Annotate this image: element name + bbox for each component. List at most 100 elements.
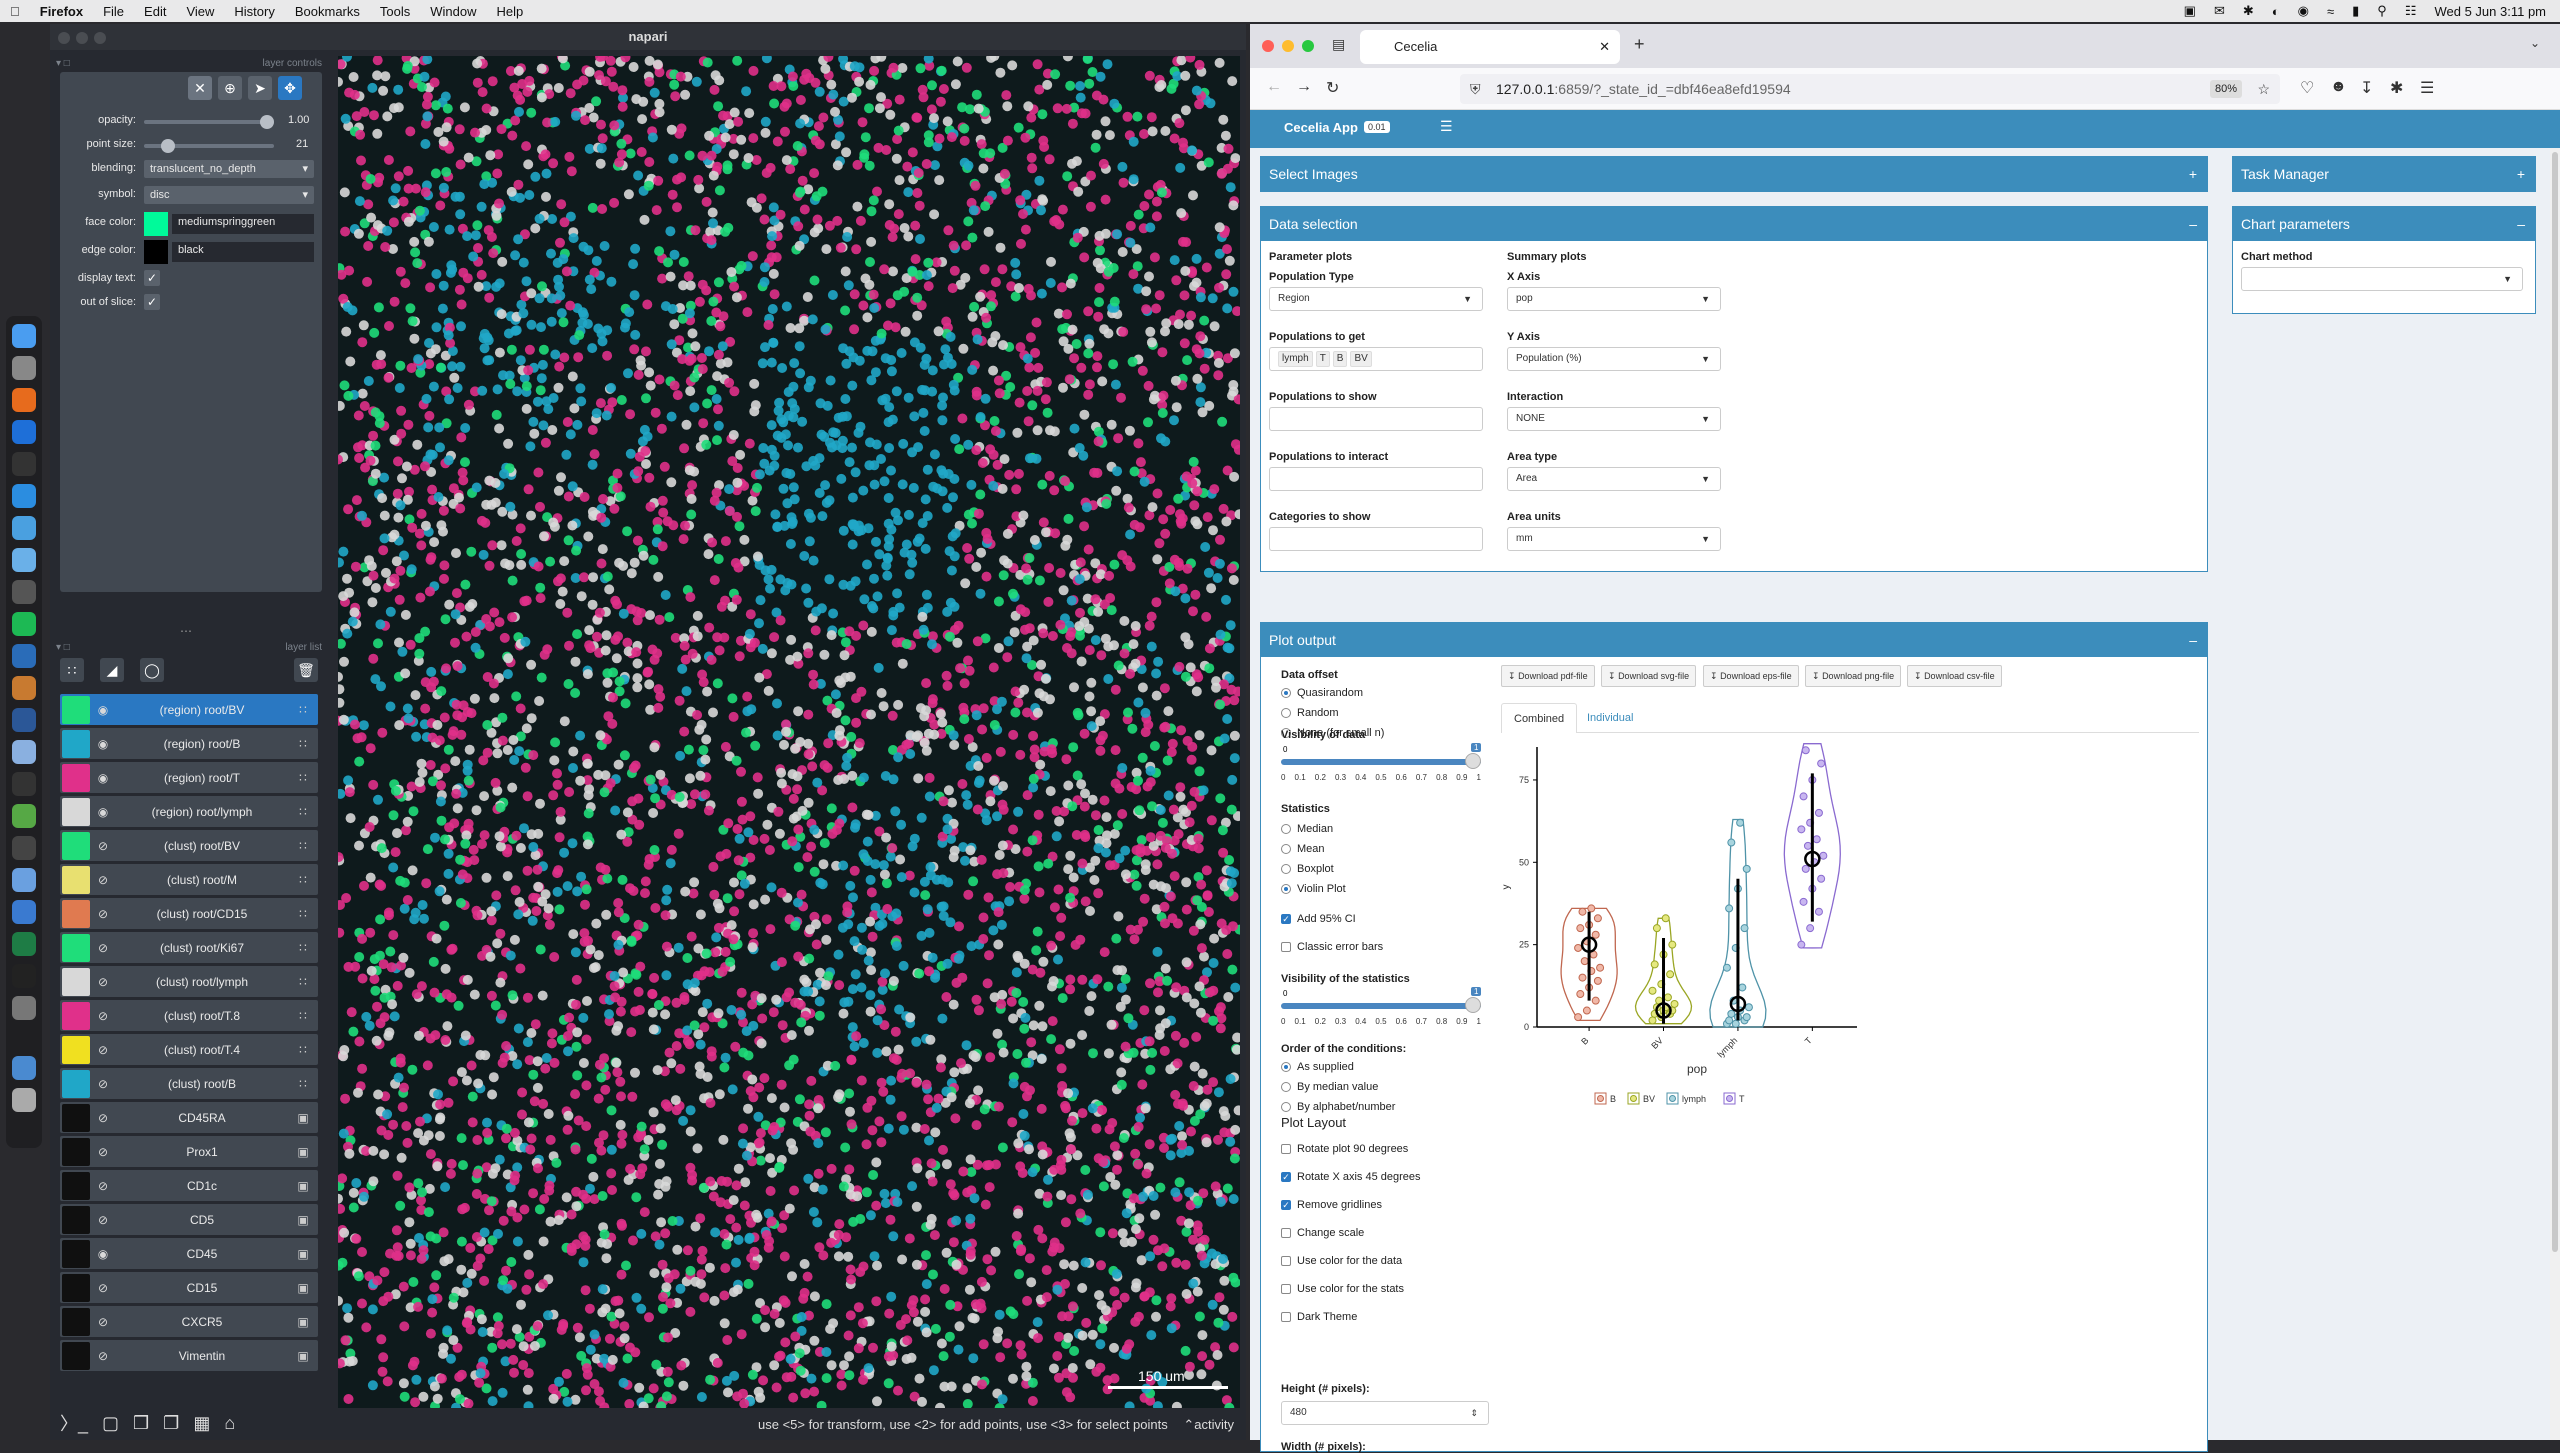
- new-tab-button[interactable]: +: [1634, 34, 1645, 55]
- download-button[interactable]: ↧ Download pdf-file: [1501, 665, 1595, 687]
- order-option[interactable]: As supplied: [1281, 1061, 1354, 1073]
- face-color-input[interactable]: mediumspringgreen: [172, 214, 314, 234]
- vpn-icon[interactable]: ◐: [2272, 4, 2280, 19]
- statistics-option[interactable]: Boxplot: [1281, 863, 1334, 875]
- edge-color-swatch[interactable]: [144, 240, 168, 264]
- opacity-slider-knob[interactable]: [260, 115, 274, 129]
- spotify-icon[interactable]: [12, 612, 36, 636]
- layout-checkbox[interactable]: Use color for the stats: [1281, 1283, 1404, 1295]
- statistics-option[interactable]: Violin Plot: [1281, 883, 1346, 895]
- apple-icon[interactable]: : [0, 4, 30, 19]
- roll-dims-icon[interactable]: ❒: [133, 1413, 149, 1434]
- eye-icon[interactable]: ◉: [90, 737, 116, 751]
- menu-bookmarks[interactable]: Bookmarks: [285, 4, 370, 19]
- point-size-slider[interactable]: [144, 144, 274, 148]
- download-button[interactable]: ↧ Download csv-file: [1907, 665, 2002, 687]
- populations-to-interact-input[interactable]: [1269, 467, 1483, 491]
- eye-off-icon[interactable]: ⊘: [90, 1145, 116, 1159]
- blender-icon[interactable]: [12, 676, 36, 700]
- bookmark-star-icon[interactable]: ☆: [2257, 74, 2270, 104]
- firefox-icon[interactable]: [12, 388, 36, 412]
- data-offset-option[interactable]: Random: [1281, 707, 1339, 719]
- finder-icon[interactable]: [12, 324, 36, 348]
- menubar-clock[interactable]: Wed 5 Jun 3:11 pm: [2434, 4, 2546, 19]
- visibility-stats-slider[interactable]: [1281, 1003, 1481, 1009]
- ndisplay-icon[interactable]: ▢: [102, 1413, 119, 1434]
- eye-off-icon[interactable]: ⊘: [90, 873, 116, 887]
- layout-checkbox[interactable]: Use color for the data: [1281, 1255, 1402, 1267]
- layer-row[interactable]: ⊘ Prox1 ▣: [60, 1136, 318, 1167]
- chart-parameters-header[interactable]: Chart parameters–: [2233, 207, 2535, 241]
- page-scrollbar[interactable]: [2550, 148, 2560, 1440]
- layout-checkbox[interactable]: ✓Remove gridlines: [1281, 1199, 1382, 1211]
- menu-tools[interactable]: Tools: [370, 4, 420, 19]
- ff-minimize-button[interactable]: [1282, 40, 1294, 52]
- eye-off-icon[interactable]: ⊘: [90, 1043, 116, 1057]
- categories-to-show-input[interactable]: [1269, 527, 1483, 551]
- visibility-data-knob[interactable]: [1465, 753, 1481, 769]
- layer-row[interactable]: ◉ (region) root/T ∷: [60, 762, 318, 793]
- sidebar-toggle-icon[interactable]: ☰: [1440, 118, 1453, 135]
- select-points-button[interactable]: ➤: [248, 76, 272, 100]
- docker-icon[interactable]: [12, 484, 36, 508]
- grid-icon[interactable]: ▦: [193, 1413, 210, 1434]
- classic-error-checkbox[interactable]: Classic error bars: [1281, 941, 1383, 953]
- layer-row[interactable]: ⊘ (clust) root/T.8 ∷: [60, 1000, 318, 1031]
- menu-history[interactable]: History: [224, 4, 284, 19]
- transpose-icon[interactable]: ❐: [163, 1413, 179, 1434]
- zoom-window-button[interactable]: [94, 32, 106, 44]
- add-ci-checkbox[interactable]: ✓Add 95% CI: [1281, 913, 1356, 925]
- layout-checkbox[interactable]: Dark Theme: [1281, 1311, 1357, 1323]
- tab-cecelia[interactable]: Cecelia ✕: [1360, 30, 1620, 64]
- blending-select[interactable]: translucent_no_depth▾: [144, 160, 314, 178]
- app7-icon[interactable]: [12, 996, 36, 1020]
- dock-pin-icon[interactable]: ▾ □: [56, 58, 70, 69]
- face-color-swatch[interactable]: [144, 212, 168, 236]
- eye-off-icon[interactable]: ⊘: [90, 839, 116, 853]
- layer-row[interactable]: ◉ CD45 ▣: [60, 1238, 318, 1269]
- visibility-data-slider[interactable]: [1281, 759, 1481, 765]
- layer-row[interactable]: ⊘ CD1c ▣: [60, 1170, 318, 1201]
- layer-row[interactable]: ◉ (region) root/BV ∷: [60, 694, 318, 725]
- menu-edit[interactable]: Edit: [134, 4, 176, 19]
- splitter-handle[interactable]: ⋯: [180, 624, 192, 638]
- close-window-button[interactable]: [58, 32, 70, 44]
- console-icon[interactable]: 〉_: [60, 1410, 88, 1436]
- layout-checkbox[interactable]: Change scale: [1281, 1227, 1364, 1239]
- tab-individual[interactable]: Individual: [1575, 703, 1645, 733]
- menu-app-name[interactable]: Firefox: [30, 4, 93, 19]
- plot-output-header[interactable]: Plot output–: [1261, 623, 2207, 657]
- record-icon[interactable]: ◉: [2298, 3, 2309, 19]
- status-icon[interactable]: ▣: [2184, 3, 2196, 19]
- control-center-icon[interactable]: ☷: [2405, 3, 2417, 19]
- populations-to-show-input[interactable]: [1269, 407, 1483, 431]
- thunderbird-icon[interactable]: [12, 420, 36, 444]
- area-units-select[interactable]: mm▼: [1507, 527, 1721, 551]
- minimize-window-button[interactable]: [76, 32, 88, 44]
- layer-row[interactable]: ⊘ (clust) root/T.4 ∷: [60, 1034, 318, 1065]
- puzzle-icon[interactable]: ✱: [2243, 3, 2254, 19]
- eye-off-icon[interactable]: ⊘: [90, 941, 116, 955]
- order-option[interactable]: By alphabet/number: [1281, 1101, 1395, 1113]
- search-icon[interactable]: ⚲: [2377, 3, 2387, 19]
- layer-row[interactable]: ⊘ (clust) root/lymph ∷: [60, 966, 318, 997]
- visibility-stats-knob[interactable]: [1465, 997, 1481, 1013]
- point-size-slider-knob[interactable]: [161, 139, 175, 153]
- menu-window[interactable]: Window: [420, 4, 486, 19]
- delete-points-button[interactable]: ✕: [188, 76, 212, 100]
- population-type-select[interactable]: Region▼: [1269, 287, 1483, 311]
- fiji-icon[interactable]: [12, 644, 36, 668]
- layout-checkbox[interactable]: Rotate plot 90 degrees: [1281, 1143, 1408, 1155]
- url-bar[interactable]: ⛨ 127.0.0.1:6859/?_state_id_=dbf46ea8efd…: [1460, 74, 2280, 104]
- download-button[interactable]: ↧ Download eps-file: [1703, 665, 1799, 687]
- opacity-slider[interactable]: [144, 120, 274, 124]
- eye-off-icon[interactable]: ⊘: [90, 1111, 116, 1125]
- layer-row[interactable]: ⊘ (clust) root/M ∷: [60, 864, 318, 895]
- y-axis-select[interactable]: Population (%)▼: [1507, 347, 1721, 371]
- menu-help[interactable]: Help: [487, 4, 534, 19]
- app6-icon[interactable]: [12, 964, 36, 988]
- chat-icon[interactable]: ✉: [2214, 3, 2225, 19]
- chart-method-select[interactable]: ▼: [2241, 267, 2523, 291]
- tab-overview-icon[interactable]: ▤: [1332, 36, 1345, 53]
- menu-view[interactable]: View: [176, 4, 224, 19]
